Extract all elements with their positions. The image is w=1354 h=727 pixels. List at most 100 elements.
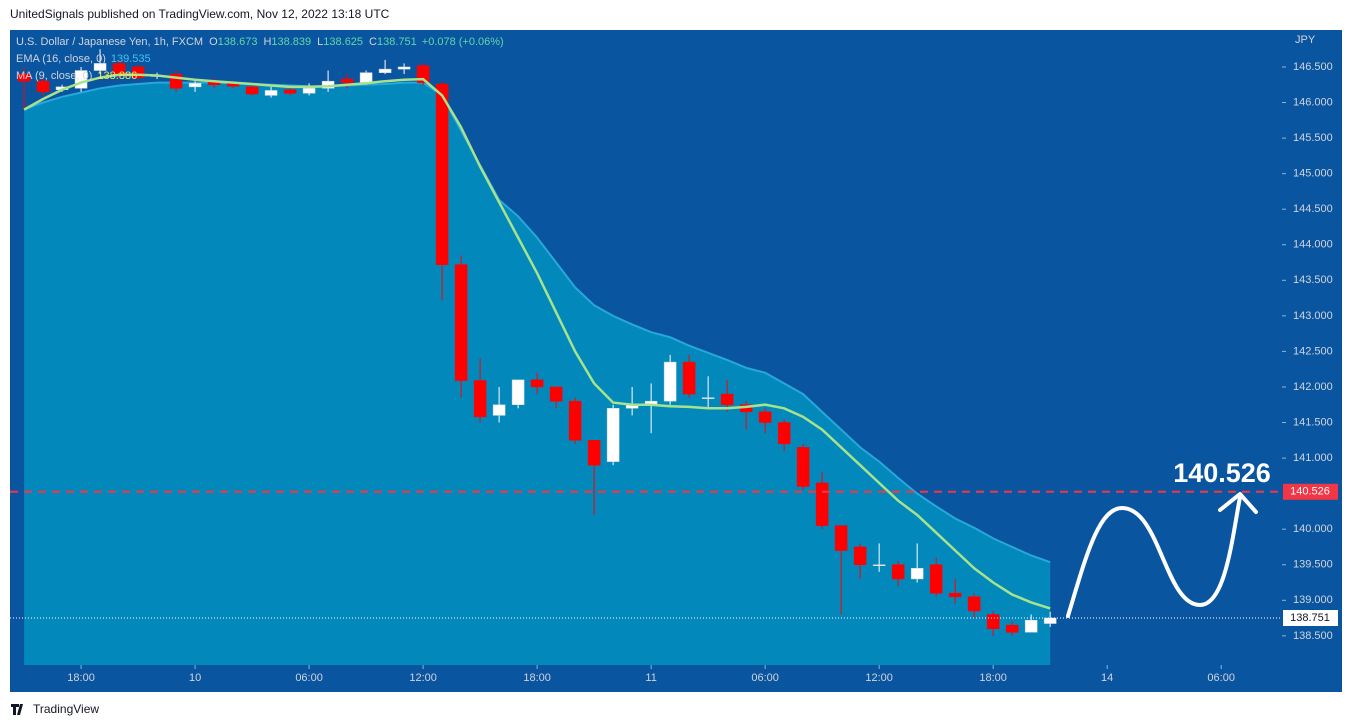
y-tick-label: 143.000 xyxy=(1293,310,1333,322)
candle-body xyxy=(720,393,734,405)
candle-body xyxy=(245,86,259,95)
y-tick-label: 141.500 xyxy=(1293,416,1333,428)
ma-line xyxy=(23,73,1051,610)
candle-body xyxy=(853,546,867,565)
y-tick-label: 139.500 xyxy=(1293,559,1333,571)
candle-body xyxy=(967,596,981,612)
candle-body xyxy=(834,525,848,551)
candle-body xyxy=(397,66,411,70)
candle-body xyxy=(188,83,202,88)
indicator-legend: EMA (16, close, 0) 139.535 xyxy=(16,53,151,65)
ohlc-value: 138.751 xyxy=(377,36,417,48)
candle-body xyxy=(568,400,582,441)
publish-note: UnitedSignals published on TradingView.c… xyxy=(10,7,390,21)
candle-body xyxy=(986,614,1000,629)
symbol-title: U.S. Dollar / Japanese Yen, 1h, FXCM xyxy=(16,36,203,48)
ohlc-value: 138.839 xyxy=(271,36,311,48)
x-tick-label: 18:00 xyxy=(979,672,1007,684)
overlay: 140.526 xyxy=(1066,458,1271,618)
candle-body xyxy=(530,379,544,388)
y-tick-label: 142.500 xyxy=(1293,345,1333,357)
ohlc-label: L xyxy=(317,36,323,48)
candle-body xyxy=(359,72,373,83)
candle-body xyxy=(758,411,772,423)
last-price-label: 138.751 xyxy=(1290,612,1330,624)
y-tick-label: 144.000 xyxy=(1293,239,1333,251)
candle-body xyxy=(1024,619,1038,633)
ohlc-value: 138.625 xyxy=(323,36,363,48)
y-tick-label: 143.500 xyxy=(1293,274,1333,286)
x-tick-label: 10 xyxy=(189,672,201,684)
ohlc-label: C xyxy=(369,36,377,48)
candle-body xyxy=(549,386,563,402)
candle-body xyxy=(473,380,487,418)
candle-body xyxy=(131,66,145,78)
brand: TradingView xyxy=(11,702,99,716)
last-price-box xyxy=(1283,609,1338,626)
y-tick-label: 144.500 xyxy=(1293,203,1333,215)
candle-body xyxy=(1043,617,1057,624)
indicator-value: 138.886 xyxy=(97,70,137,82)
x-tick-label: 11 xyxy=(645,672,656,684)
candle-body xyxy=(815,482,829,526)
x-tick-label: 12:00 xyxy=(865,672,893,684)
candle-body xyxy=(511,379,525,405)
y-tick-label: 141.000 xyxy=(1293,452,1333,464)
y-tick-label: 140.000 xyxy=(1293,523,1333,535)
arrow-head xyxy=(1218,492,1258,514)
y-tick-label: 138.500 xyxy=(1293,630,1333,642)
x-tick-label: 06:00 xyxy=(751,672,779,684)
price-change: +0.078 (+0.06%) xyxy=(422,36,504,48)
candle-body xyxy=(340,78,354,83)
y-tick-label: 145.500 xyxy=(1293,132,1333,144)
candle-body xyxy=(1005,624,1019,633)
indicator-name: MA (9, close, 0) xyxy=(16,70,92,82)
y-tick-label: 142.000 xyxy=(1293,381,1333,393)
plot-area xyxy=(10,49,1282,665)
symbol-header: U.S. Dollar / Japanese Yen, 1h, FXCM O138… xyxy=(16,36,504,48)
candle-body xyxy=(663,361,677,402)
candle-body xyxy=(929,564,943,594)
candle-body xyxy=(378,68,392,73)
candle-body xyxy=(492,404,506,416)
x-tick-label: 18:00 xyxy=(523,672,551,684)
y-tick-label: 145.000 xyxy=(1293,168,1333,180)
forecast-arrow xyxy=(1066,495,1242,618)
x-tick-label: 14 xyxy=(1101,672,1113,684)
candle-body xyxy=(264,90,278,96)
indicator-legend: MA (9, close, 0) 138.886 xyxy=(16,70,137,82)
candle-body xyxy=(910,568,924,580)
ohlc-value: 138.673 xyxy=(218,36,258,48)
y-tick-label: 139.000 xyxy=(1293,594,1333,606)
x-tick-label: 18:00 xyxy=(67,672,95,684)
candle-body xyxy=(796,447,810,487)
candle-body xyxy=(17,73,31,82)
candle-body xyxy=(682,361,696,395)
ohlc-label: O xyxy=(209,36,218,48)
candle-body xyxy=(302,88,316,94)
x-tick-label: 12:00 xyxy=(409,672,437,684)
target-annotation: 140.526 xyxy=(1173,458,1271,488)
candle-body xyxy=(872,564,886,566)
y-tick-label: 146.500 xyxy=(1293,61,1333,73)
brand-logo xyxy=(11,704,23,715)
x-tick-label: 06:00 xyxy=(295,672,323,684)
candle-body xyxy=(777,422,791,445)
candle-body xyxy=(435,83,449,265)
candle-body xyxy=(93,63,107,71)
candle-body xyxy=(587,440,601,466)
candle-body xyxy=(891,564,905,580)
x-tick-label: 06:00 xyxy=(1207,672,1235,684)
brand-name: TradingView xyxy=(33,702,99,716)
candle-body xyxy=(948,592,962,597)
indicator-value: 139.535 xyxy=(111,53,151,65)
candle-body xyxy=(283,89,297,94)
axis-currency: JPY xyxy=(1295,34,1316,46)
target-axis-label: 140.526 xyxy=(1290,486,1330,498)
y-tick-label: 146.000 xyxy=(1293,96,1333,108)
candle-body xyxy=(36,80,50,93)
ohlc-label: H xyxy=(263,36,271,48)
target-box xyxy=(1283,483,1338,500)
